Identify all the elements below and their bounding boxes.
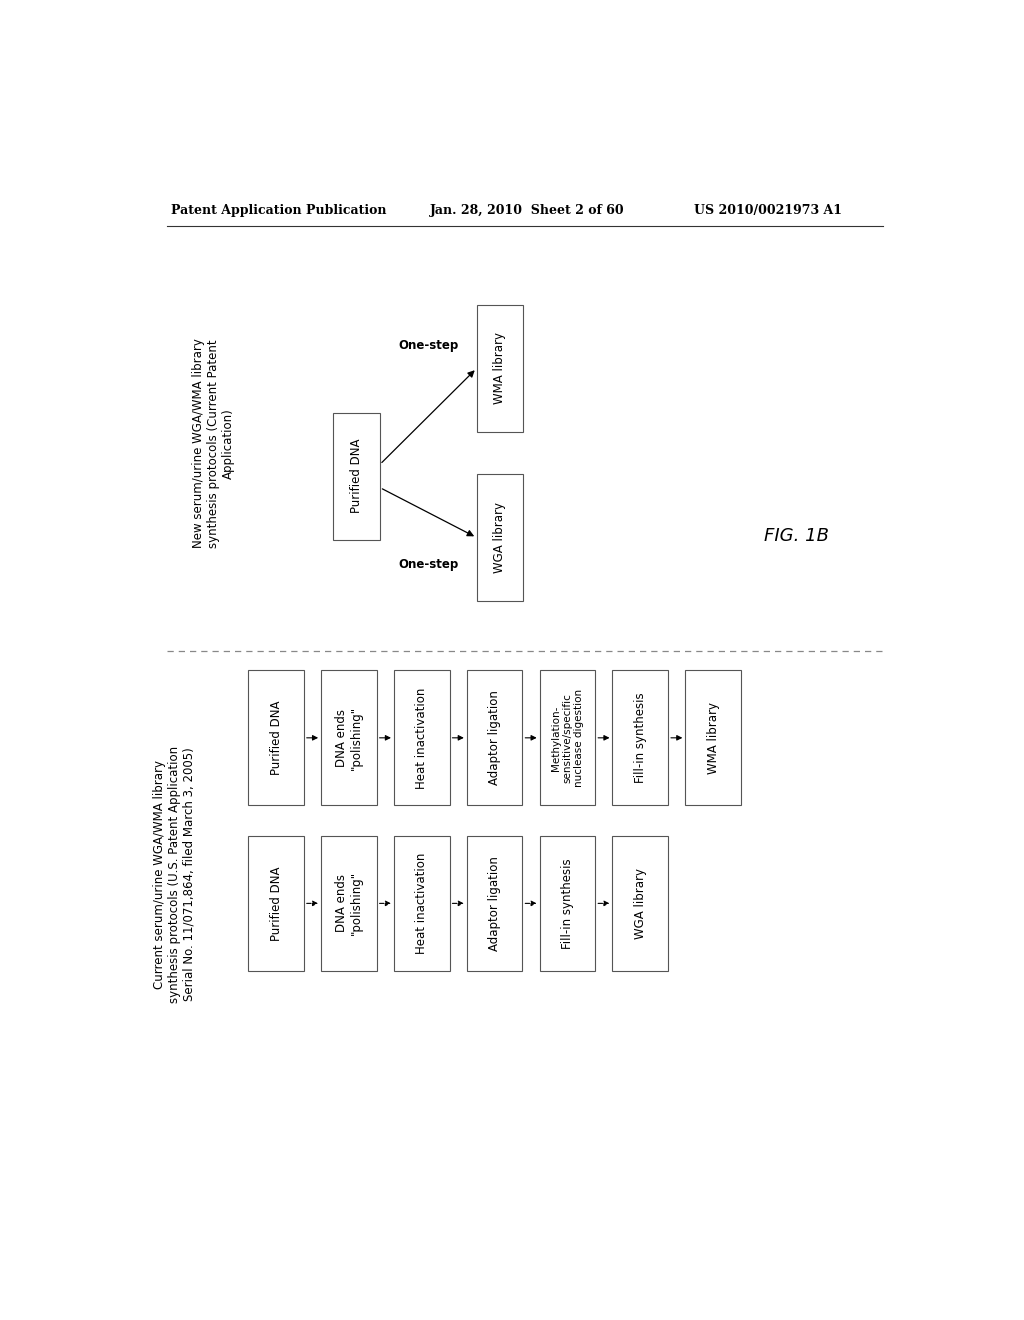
Text: Jan. 28, 2010  Sheet 2 of 60: Jan. 28, 2010 Sheet 2 of 60 [430,205,625,218]
Bar [248,836,304,970]
Text: Methylation-
sensitive/specific
nuclease digestion: Methylation- sensitive/specific nuclease… [551,689,584,787]
Text: Purified DNA: Purified DNA [350,438,364,513]
Text: Patent Application Publication: Patent Application Publication [171,205,386,218]
Text: US 2010/0021973 A1: US 2010/0021973 A1 [693,205,842,218]
Text: DNA ends
"polishing": DNA ends "polishing" [335,706,362,770]
Text: One-step: One-step [398,558,459,572]
Text: Fill-in synthesis: Fill-in synthesis [561,858,573,949]
Text: Adaptor ligation: Adaptor ligation [488,690,501,785]
Bar [394,671,450,805]
Text: New serum/urine WGA/WMA library
synthesis protocols (Current Patent
Application): New serum/urine WGA/WMA library synthesi… [191,338,234,548]
Text: FIG. 1B: FIG. 1B [764,527,828,545]
Bar [685,671,741,805]
Text: Fill-in synthesis: Fill-in synthesis [634,693,647,783]
Bar [612,671,669,805]
Text: Heat inactivation: Heat inactivation [415,853,428,954]
Bar [394,836,450,970]
Text: Adaptor ligation: Adaptor ligation [488,855,501,950]
Bar [612,836,669,970]
Text: Purified DNA: Purified DNA [269,701,283,775]
Bar [467,836,522,970]
Bar [540,836,595,970]
Text: WGA library: WGA library [494,502,507,573]
Bar [477,474,523,601]
Text: One-step: One-step [398,339,459,351]
Text: WGA library: WGA library [634,867,647,939]
Text: WMA library: WMA library [707,702,720,774]
Bar [321,836,377,970]
Bar [467,671,522,805]
Bar [477,305,523,432]
Bar [540,671,595,805]
Bar [334,412,380,540]
Text: Heat inactivation: Heat inactivation [415,688,428,788]
Bar [248,671,304,805]
Bar [321,671,377,805]
Text: DNA ends
"polishing": DNA ends "polishing" [335,871,362,936]
Text: WMA library: WMA library [494,333,507,404]
Text: Current serum/urine WGA/WMA library
synthesis protocols (U.S. Patent Application: Current serum/urine WGA/WMA library synt… [153,746,196,1003]
Text: Purified DNA: Purified DNA [269,866,283,941]
